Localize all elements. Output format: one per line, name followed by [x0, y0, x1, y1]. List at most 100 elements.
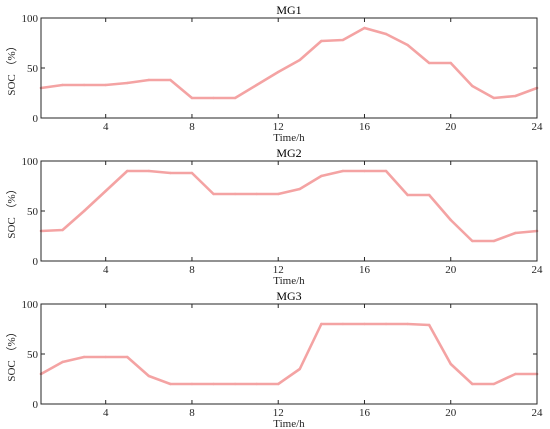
data-point: [212, 96, 215, 100]
data-point: [277, 192, 280, 196]
data-point: [514, 372, 517, 376]
x-tick-label: 8: [189, 407, 195, 419]
data-point: [169, 78, 172, 82]
data-point: [320, 322, 323, 326]
y-axis-label: SOC （%）: [5, 40, 18, 95]
data-point: [341, 38, 345, 42]
x-tick-label: 8: [189, 264, 195, 276]
data-point: [255, 382, 258, 386]
y-axis-label: SOC （%）: [5, 326, 18, 381]
chart-title: MG1: [276, 3, 301, 17]
data-point: [82, 355, 86, 359]
data-point: [298, 187, 301, 191]
x-axis-label: Time/h: [273, 132, 305, 144]
data-point: [406, 322, 409, 326]
y-tick-label: 100: [22, 13, 39, 25]
subplot-2: MG2 4 8 12 16 20 24 0 50 100 Time/h SOC （%）: [5, 146, 543, 287]
data-point: [212, 382, 215, 386]
y-tick-label: 0: [33, 113, 39, 125]
y-tick-label: 100: [22, 299, 39, 311]
data-point: [514, 231, 517, 235]
x-tick-label: 20: [445, 264, 457, 276]
data-point: [320, 39, 323, 43]
chart-title: MG2: [276, 146, 301, 160]
data-point: [471, 382, 474, 386]
series-line: [39, 26, 539, 100]
data-point: [82, 209, 86, 213]
axes-frame: [40, 160, 538, 262]
data-point: [126, 355, 129, 359]
data-point: [471, 84, 474, 88]
data-point: [492, 382, 496, 386]
data-point: [61, 83, 64, 87]
x-tick-label: 16: [359, 264, 371, 276]
data-point: [384, 32, 388, 36]
data-point: [341, 169, 345, 173]
data-point: [384, 169, 388, 173]
data-point: [233, 192, 237, 196]
y-tick-label: 0: [33, 399, 39, 411]
x-tick-label: 4: [103, 264, 109, 276]
x-tick-label: 16: [359, 121, 371, 133]
data-point: [169, 171, 172, 175]
axes-frame: [40, 303, 538, 405]
x-tick-label: 12: [273, 264, 284, 276]
data-point: [104, 355, 107, 359]
data-point: [61, 360, 64, 364]
data-point: [233, 96, 237, 100]
y-tick-label: 50: [27, 206, 39, 218]
data-point: [190, 382, 194, 386]
y-tick-label: 50: [27, 63, 39, 75]
y-axis-label: SOC （%）: [5, 183, 18, 238]
data-point: [406, 193, 409, 197]
x-tick-label: 8: [189, 121, 195, 133]
x-tick-label: 20: [445, 121, 457, 133]
data-point: [104, 83, 107, 87]
x-tick-label: 4: [103, 407, 109, 419]
data-point: [427, 323, 431, 327]
data-point: [427, 193, 431, 197]
data-point: [255, 83, 258, 87]
x-tick-label: 12: [273, 407, 284, 419]
x-tick-label: 4: [103, 121, 109, 133]
x-tick-label: 24: [532, 264, 544, 276]
data-point: [147, 374, 151, 378]
data-point: [363, 169, 366, 173]
data-point: [492, 239, 496, 243]
data-point: [190, 96, 194, 100]
data-point: [363, 26, 366, 30]
data-point: [471, 239, 474, 243]
series-line: [39, 322, 539, 386]
data-point: [233, 382, 237, 386]
data-point: [104, 189, 107, 193]
data-point: [126, 81, 129, 85]
data-point: [363, 322, 366, 326]
data-point: [449, 61, 452, 65]
data-point: [147, 169, 151, 173]
subplot-3: MG3 4 8 12 16 20 24 0 50 100 Time/h SOC （%）: [5, 289, 543, 429]
data-point: [277, 70, 280, 74]
data-point: [190, 171, 194, 175]
data-point: [492, 96, 496, 100]
data-point: [147, 78, 151, 82]
x-tick-label: 24: [532, 407, 544, 419]
data-point: [169, 382, 172, 386]
y-tick-label: 100: [22, 156, 39, 168]
x-tick-label: 12: [273, 121, 284, 133]
data-point: [298, 367, 301, 371]
data-point: [320, 174, 323, 178]
chart-title: MG3: [276, 289, 301, 303]
data-point: [82, 83, 86, 87]
x-axis-label: Time/h: [273, 275, 305, 287]
series-line: [39, 169, 539, 243]
x-axis-label: Time/h: [273, 418, 305, 429]
y-tick-label: 0: [33, 256, 39, 268]
data-point: [449, 362, 452, 366]
data-point: [255, 192, 258, 196]
data-point: [514, 94, 517, 98]
data-point: [406, 43, 409, 47]
subplot-1: MG1 4 8 12 16 20 24 0 50 100 Time/h SOC （%）: [5, 3, 543, 144]
data-point: [61, 228, 64, 232]
data-point: [449, 218, 452, 222]
